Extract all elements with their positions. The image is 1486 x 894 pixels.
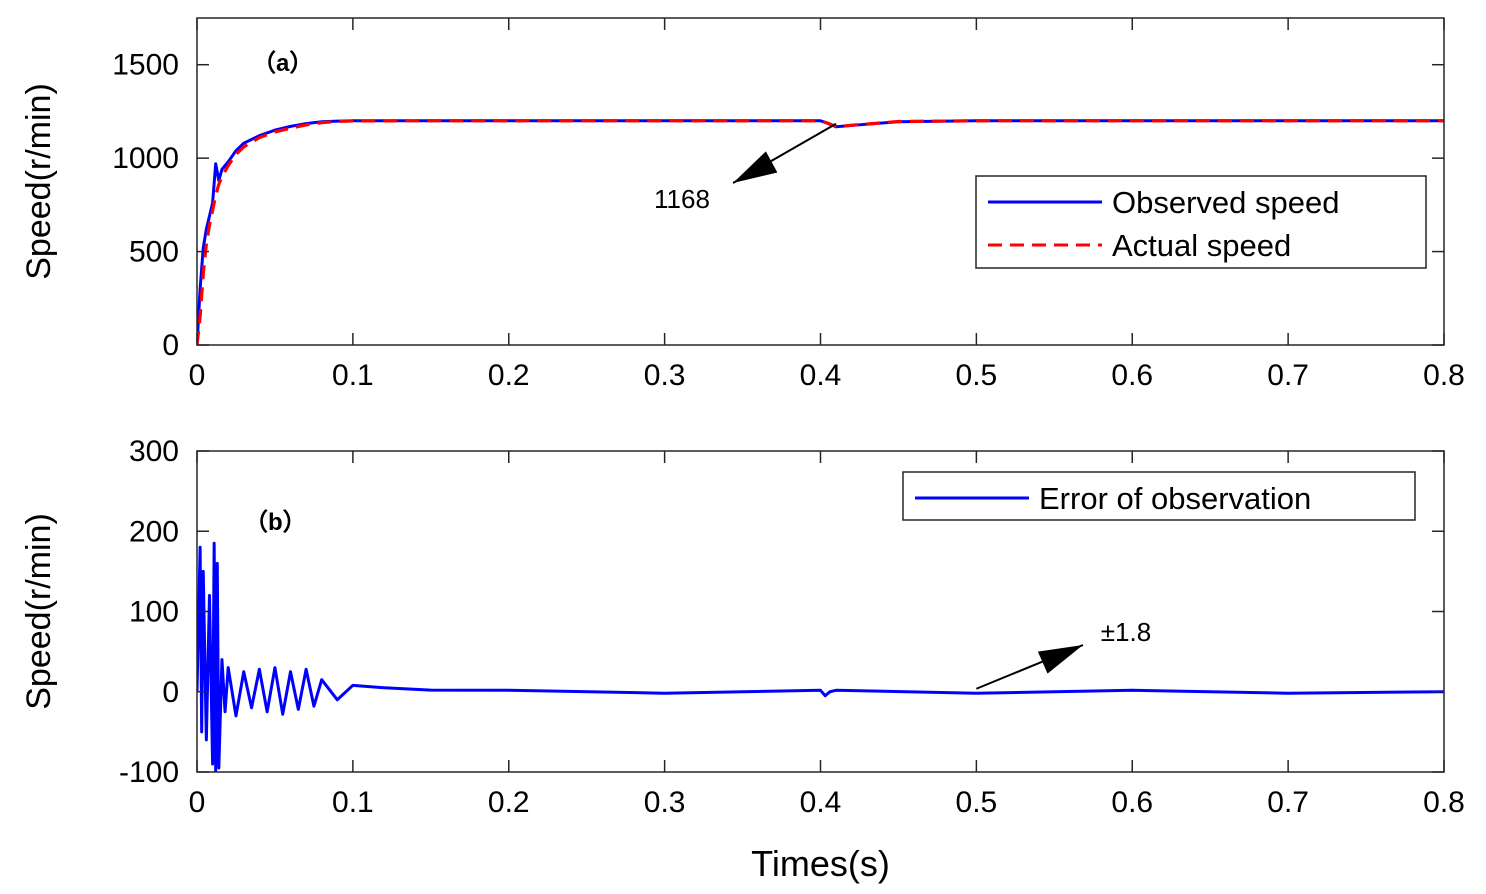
x-tick-label: 0: [189, 786, 206, 819]
x-tick-label: 0.7: [1267, 359, 1309, 392]
x-tick-label: 0.4: [800, 359, 842, 392]
x-tick-label: 0.6: [1111, 786, 1153, 819]
legend-label: Error of observation: [1039, 481, 1311, 516]
y-tick-label: 0: [162, 676, 179, 709]
x-tick-label: 0.3: [644, 786, 686, 819]
panel-label: （b）: [244, 509, 307, 536]
x-tick-label: 0.4: [800, 786, 842, 819]
x-tick-label: 0.6: [1111, 359, 1153, 392]
x-tick-label: 0.8: [1423, 359, 1465, 392]
series-line-error-of-observation: [197, 541, 1444, 772]
annotation-arrow-head: [733, 151, 778, 183]
y-tick-label: 300: [129, 435, 179, 468]
x-tick-label: 0.3: [644, 359, 686, 392]
panel-label: （a）: [252, 50, 313, 77]
x-tick-label: 0.8: [1423, 786, 1465, 819]
x-tick-label: 0.7: [1267, 786, 1309, 819]
y-tick-label: -100: [119, 756, 179, 789]
x-tick-label: 0.5: [956, 359, 998, 392]
x-tick-label: 0.1: [332, 359, 374, 392]
legend-box: [975, 175, 1427, 269]
y-tick-label: 200: [129, 515, 179, 548]
x-tick-label: 0.2: [488, 359, 530, 392]
y-axis-label: Speed(r/min): [20, 513, 58, 710]
x-tick-label: 0.1: [332, 786, 374, 819]
annotation-label: 1168: [654, 184, 710, 214]
y-tick-label: 100: [129, 596, 179, 629]
x-tick-label: 0.2: [488, 786, 530, 819]
legend: Observed speed Actual speed: [975, 175, 1427, 269]
x-axis-label: Times(s): [751, 843, 890, 884]
series-line-actual-speed: [197, 119, 1444, 345]
panel-a: 0 0.1 0.2 0.3 0.4 0.5 0.6 0.7 0.8 0 500 1000 1500 Spe…: [20, 17, 1465, 392]
y-tick-label: 1000: [112, 142, 179, 175]
legend-box: [902, 471, 1416, 521]
legend: Error of observation: [902, 471, 1416, 521]
annotation-label: ±1.8: [1101, 617, 1151, 647]
legend-label: Actual speed: [1112, 228, 1291, 263]
y-tick-label: 1500: [112, 49, 179, 82]
y-tick-label: 500: [129, 236, 179, 269]
panel-b: 0 0.1 0.2 0.3 0.4 0.5 0.6 0.7 0.8 -100 0 100 200 300 S…: [20, 435, 1465, 884]
x-tick-label: 0.5: [956, 786, 998, 819]
annotation-arrow-head: [1037, 645, 1083, 674]
y-tick-label: 0: [162, 329, 179, 362]
legend-label: Observed speed: [1112, 185, 1339, 220]
y-axis-label: Speed(r/min): [20, 83, 58, 280]
x-tick-label: 0: [189, 359, 206, 392]
